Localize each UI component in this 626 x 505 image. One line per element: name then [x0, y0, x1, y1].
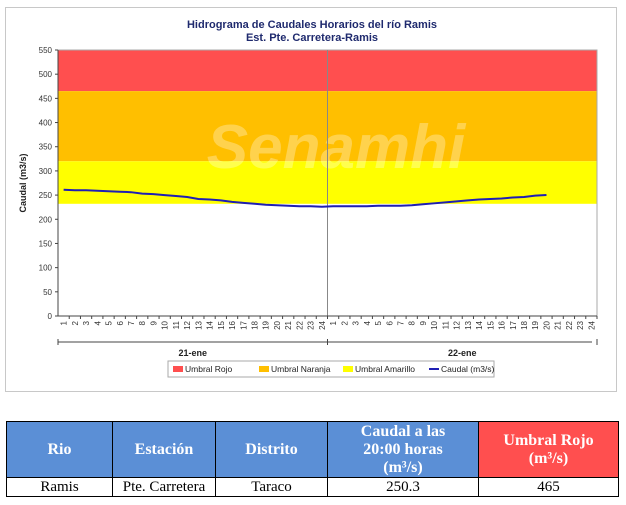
- x-tick-label: 9: [149, 320, 158, 325]
- x-tick-label: 7: [127, 320, 136, 325]
- x-tick-label: 18: [251, 320, 260, 329]
- hydrograph-chart: Hidrograma de Caudales Horarios del río …: [18, 19, 598, 378]
- legend-label: Umbral Rojo: [185, 364, 233, 374]
- x-tick-label: 20: [542, 320, 551, 329]
- x-tick-label: 4: [93, 320, 102, 325]
- x-tick-label: 7: [396, 320, 405, 325]
- chart-frame: Hidrograma de Caudales Horarios del río …: [5, 7, 617, 392]
- y-tick-label: 450: [39, 94, 53, 103]
- x-tick-label: 3: [82, 320, 91, 325]
- y-tick-label: 150: [39, 239, 53, 248]
- summary-table: Rio Estación Distrito Caudal a las 20:00…: [6, 421, 619, 497]
- x-tick-label: 8: [408, 320, 417, 325]
- x-tick-label: 3: [352, 320, 361, 325]
- x-tick-label: 12: [453, 320, 462, 329]
- y-tick-label: 500: [39, 70, 53, 79]
- legend-label: Umbral Naranja: [271, 364, 331, 374]
- legend-label: Caudal (m3/s): [441, 364, 495, 374]
- y-tick-label: 550: [39, 46, 53, 55]
- chart-subtitle: Est. Pte. Carretera-Ramis: [246, 32, 378, 44]
- x-tick-label: 16: [228, 320, 237, 329]
- legend-swatch: [343, 366, 353, 372]
- x-tick-label: 8: [138, 320, 147, 325]
- x-tick-label: 18: [520, 320, 529, 329]
- table-header-row: Rio Estación Distrito Caudal a las 20:00…: [6, 421, 619, 478]
- x-tick-label: 24: [318, 320, 327, 329]
- x-tick-label: 12: [183, 320, 192, 329]
- x-tick-label: 1: [329, 320, 338, 325]
- x-tick-label: 23: [307, 320, 316, 329]
- x-tick-label: 9: [419, 320, 428, 325]
- y-tick-label: 100: [39, 264, 53, 273]
- x-tick-label: 14: [475, 320, 484, 329]
- x-tick-label: 5: [374, 320, 383, 325]
- x-tick-label: 20: [273, 320, 282, 329]
- x-tick-label: 15: [217, 320, 226, 329]
- y-tick-label: 300: [39, 167, 53, 176]
- legend-swatch: [173, 366, 183, 372]
- x-tick-label: 22: [295, 320, 304, 329]
- series-line-caudal: [63, 188, 547, 208]
- cell-rio: Ramis: [6, 477, 113, 497]
- x-tick-label: 4: [363, 320, 372, 325]
- day-label: 22-ene: [448, 348, 477, 358]
- x-tick-label: 24: [587, 320, 596, 329]
- x-tick-label: 23: [576, 320, 585, 329]
- y-tick-label: 200: [39, 215, 53, 224]
- x-tick-label: 10: [430, 320, 439, 329]
- x-tick-label: 21: [554, 320, 563, 329]
- header-caudal-label: Caudal a las 20:00 horas: [360, 422, 446, 458]
- x-tick-label: 11: [441, 320, 450, 329]
- x-tick-label: 2: [340, 320, 349, 325]
- x-tick-label: 17: [509, 320, 518, 329]
- watermark-logo: Senamhi: [207, 113, 467, 182]
- x-tick-label: 17: [239, 320, 248, 329]
- x-tick-label: 6: [116, 320, 125, 325]
- x-tick-label: 21: [284, 320, 293, 329]
- header-caudal: Caudal a las 20:00 horas (m³/s): [327, 421, 479, 478]
- x-tick-label: 11: [172, 320, 181, 329]
- x-tick-label: 10: [161, 320, 170, 329]
- x-tick-label: 16: [498, 320, 507, 329]
- x-tick-label: 1: [60, 320, 69, 325]
- legend-box: [167, 360, 495, 378]
- header-umbral-unit: (m³/s): [528, 449, 569, 467]
- header-estacion: Estación: [112, 421, 216, 478]
- x-tick-label: 22: [565, 320, 574, 329]
- x-tick-label: 6: [385, 320, 394, 325]
- x-tick-label: 15: [486, 320, 495, 329]
- x-tick-label: 13: [464, 320, 473, 329]
- x-tick-label: 19: [262, 320, 271, 329]
- cell-caudal: 250.3: [327, 477, 479, 497]
- cell-distrito: Taraco: [215, 477, 328, 497]
- y-tick-label: 250: [39, 191, 53, 200]
- y-tick-label: 350: [39, 143, 53, 152]
- y-tick-label: 400: [39, 119, 53, 128]
- cell-umbral-rojo: 465: [478, 477, 619, 497]
- x-tick-label: 13: [194, 320, 203, 329]
- x-tick-label: 5: [105, 320, 114, 325]
- x-tick-label: 14: [206, 320, 215, 329]
- legend-label: Umbral Amarillo: [355, 364, 415, 374]
- day-label: 21-ene: [178, 348, 207, 358]
- x-tick-label: 19: [531, 320, 540, 329]
- legend-swatch: [259, 366, 269, 372]
- x-tick-label: 2: [71, 320, 80, 325]
- chart-title: Hidrograma de Caudales Horarios del río …: [187, 19, 437, 31]
- header-umbral-label: Umbral Rojo: [503, 431, 594, 449]
- header-caudal-unit: (m³/s): [383, 458, 423, 476]
- table-row: Ramis Pte. Carretera Taraco 250.3 465: [6, 477, 619, 497]
- header-umbral-rojo: Umbral Rojo (m³/s): [478, 421, 619, 478]
- header-distrito: Distrito: [215, 421, 328, 478]
- cell-estacion: Pte. Carretera: [112, 477, 216, 497]
- y-axis-label: Caudal (m3/s): [18, 153, 28, 212]
- header-rio: Rio: [6, 421, 113, 478]
- y-tick-label: 50: [43, 288, 52, 297]
- y-tick-label: 0: [48, 312, 53, 321]
